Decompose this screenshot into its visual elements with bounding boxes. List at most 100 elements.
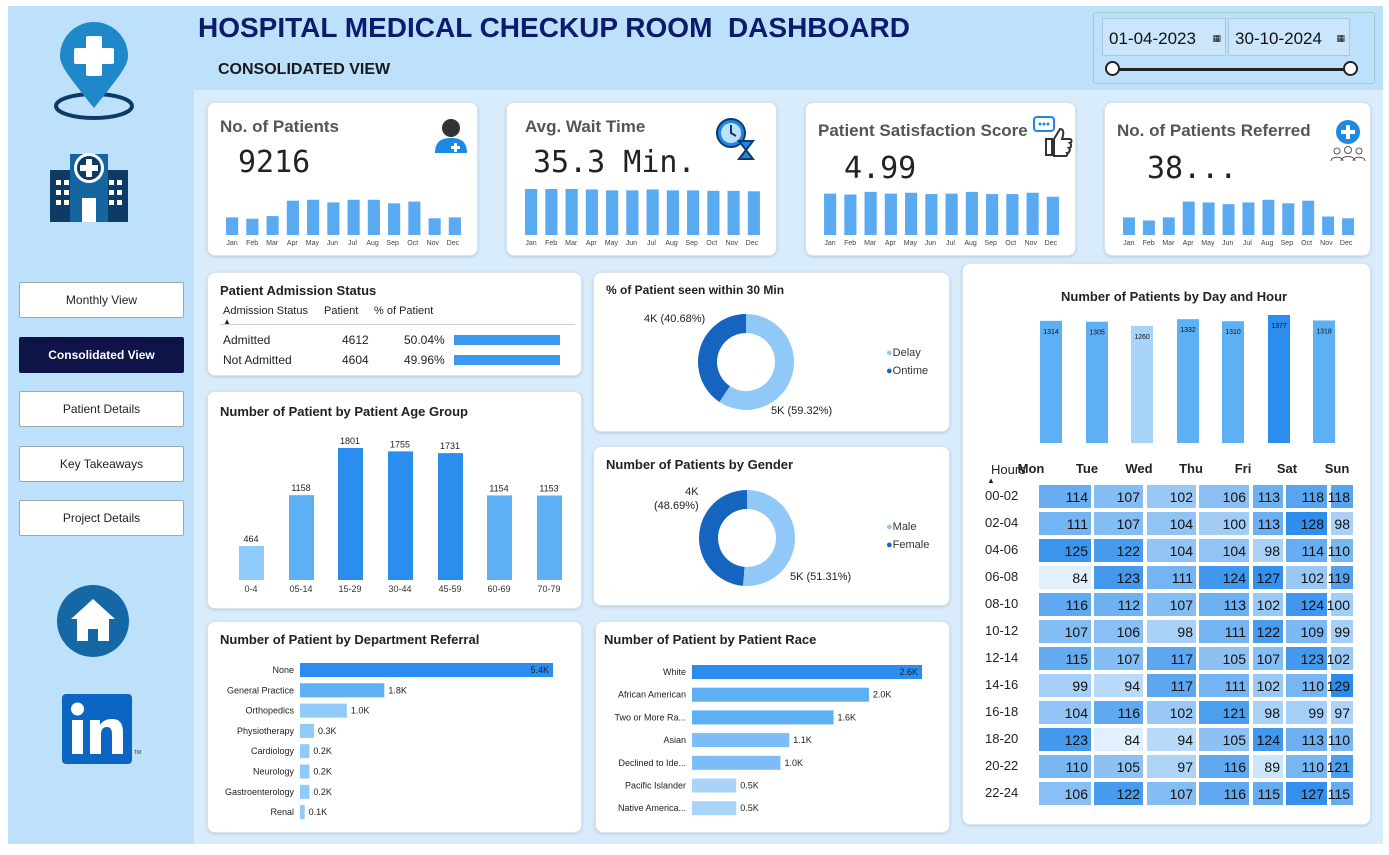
kpi-month-bar[interactable] [226,217,239,235]
kpi-month-bar[interactable] [905,192,918,235]
legend-item[interactable]: ●Delay [886,347,921,359]
heatmap-cell[interactable]: 105 [1094,755,1143,778]
sort-ascending-icon[interactable]: ▲ [223,317,231,326]
day-bar[interactable] [1268,315,1290,443]
age-bar[interactable] [438,453,463,580]
heatmap-cell[interactable]: 97 [1331,701,1353,724]
heatmap-cell[interactable]: 97 [1147,755,1196,778]
heatmap-cell[interactable]: 98 [1253,539,1283,562]
hbar[interactable] [692,801,737,816]
kpi-month-bar[interactable] [347,199,360,235]
heatmap-cell[interactable]: 124 [1253,728,1283,751]
age-bar[interactable] [289,495,314,580]
heatmap-column-header[interactable]: Sun [1324,461,1350,476]
heatmap-cell[interactable]: 122 [1094,539,1143,562]
heatmap-cell[interactable]: 99 [1286,701,1327,724]
date-slider-end-handle[interactable] [1343,61,1358,76]
heatmap-cell[interactable]: 123 [1286,647,1327,670]
heatmap-cell[interactable]: 100 [1327,593,1353,616]
kpi-month-bar[interactable] [925,194,938,235]
day-bar[interactable] [1222,321,1244,443]
kpi-month-bar[interactable] [1026,192,1039,235]
start-date-input[interactable]: 01-04-2023 ▦ [1102,18,1226,56]
heatmap-cell[interactable]: 115 [1253,782,1283,805]
heatmap-cell[interactable]: 114 [1039,485,1091,508]
kpi-month-bar[interactable] [286,200,299,235]
age-bar[interactable] [487,495,512,580]
heatmap-cell[interactable]: 122 [1094,782,1143,805]
heatmap-cell[interactable]: 125 [1039,539,1091,562]
kpi-month-bar[interactable] [307,199,320,235]
kpi-month-bar[interactable] [408,201,421,235]
donut-slice[interactable] [698,490,747,586]
kpi-month-bar[interactable] [666,190,679,235]
heatmap-cell[interactable]: 99 [1331,620,1353,643]
heatmap-cell[interactable]: 102 [1147,701,1196,724]
heatmap-cell[interactable]: 121 [1327,755,1353,778]
nav-button-consolidated-view[interactable]: Consolidated View [19,337,184,373]
kpi-month-bar[interactable] [266,216,279,235]
hbar[interactable] [300,784,310,799]
heatmap-cell[interactable]: 123 [1039,728,1091,751]
hbar[interactable] [300,744,310,759]
heatmap-cell[interactable]: 115 [1039,647,1091,670]
kpi-month-bar[interactable] [1322,216,1335,235]
heatmap-cell[interactable]: 123 [1094,566,1143,589]
hbar[interactable] [300,805,305,820]
age-bar[interactable] [388,451,413,580]
heatmap-cell[interactable]: 114 [1286,539,1327,562]
heatmap-cell[interactable]: 127 [1286,782,1327,805]
heatmap-cell[interactable]: 119 [1328,566,1353,589]
kpi-month-bar[interactable] [1162,217,1175,235]
kpi-month-bar[interactable] [585,189,598,235]
nav-button-key-takeaways[interactable]: Key Takeaways [19,446,184,482]
kpi-month-bar[interactable] [844,194,857,235]
heatmap-cell[interactable]: 113 [1286,728,1327,751]
kpi-month-bar[interactable] [448,217,461,235]
heatmap-cell[interactable]: 107 [1094,647,1143,670]
heatmap-cell[interactable]: 107 [1039,620,1091,643]
heatmap-cell[interactable]: 102 [1253,593,1283,616]
age-bar[interactable] [239,545,264,580]
heatmap-cell[interactable]: 116 [1094,701,1143,724]
kpi-month-bar[interactable] [727,190,740,235]
heatmap-cell[interactable]: 104 [1199,539,1249,562]
calendar-icon[interactable]: ▦ [1336,33,1345,43]
heatmap-cell[interactable]: 104 [1147,539,1196,562]
heatmap-cell[interactable]: 124 [1199,566,1249,589]
donut-slice[interactable] [743,490,795,586]
heatmap-column-header[interactable]: Sat [1276,461,1298,476]
heatmap-cell[interactable]: 110 [1039,755,1091,778]
heatmap-cell[interactable]: 127 [1253,566,1283,589]
heatmap-cell[interactable]: 105 [1199,647,1249,670]
heatmap-column-header[interactable]: Mon [1017,461,1045,476]
day-bar[interactable] [1177,319,1199,443]
heatmap-cell[interactable]: 110 [1286,674,1327,697]
heatmap-cell[interactable]: 107 [1253,647,1283,670]
hbar[interactable] [300,703,347,718]
heatmap-cell[interactable]: 107 [1094,512,1143,535]
kpi-month-bar[interactable] [606,190,619,235]
heatmap-cell[interactable]: 84 [1094,728,1143,751]
heatmap-cell[interactable]: 110 [1286,755,1327,778]
kpi-month-bar[interactable] [824,193,837,235]
heatmap-cell[interactable]: 102 [1286,566,1327,589]
hbar[interactable] [692,778,737,793]
sort-ascending-icon[interactable]: ▲ [987,476,995,485]
kpi-month-bar[interactable] [1222,204,1235,235]
heatmap-cell[interactable]: 89 [1253,755,1283,778]
hbar[interactable] [692,755,781,770]
heatmap-cell[interactable]: 128 [1286,512,1327,535]
kpi-month-bar[interactable] [428,218,441,235]
column-header[interactable]: % of Patient [374,305,434,317]
hbar[interactable] [300,723,315,738]
age-bar[interactable] [338,448,363,580]
kpi-month-bar[interactable] [367,199,380,235]
donut-slice[interactable] [698,314,746,403]
linkedin-icon[interactable]: TM [62,694,142,766]
kpi-month-bar[interactable] [707,190,720,235]
column-header[interactable]: Admission Status [223,305,308,317]
kpi-month-bar[interactable] [1006,194,1019,235]
hbar[interactable] [692,665,922,679]
heatmap-cell[interactable]: 107 [1147,593,1196,616]
